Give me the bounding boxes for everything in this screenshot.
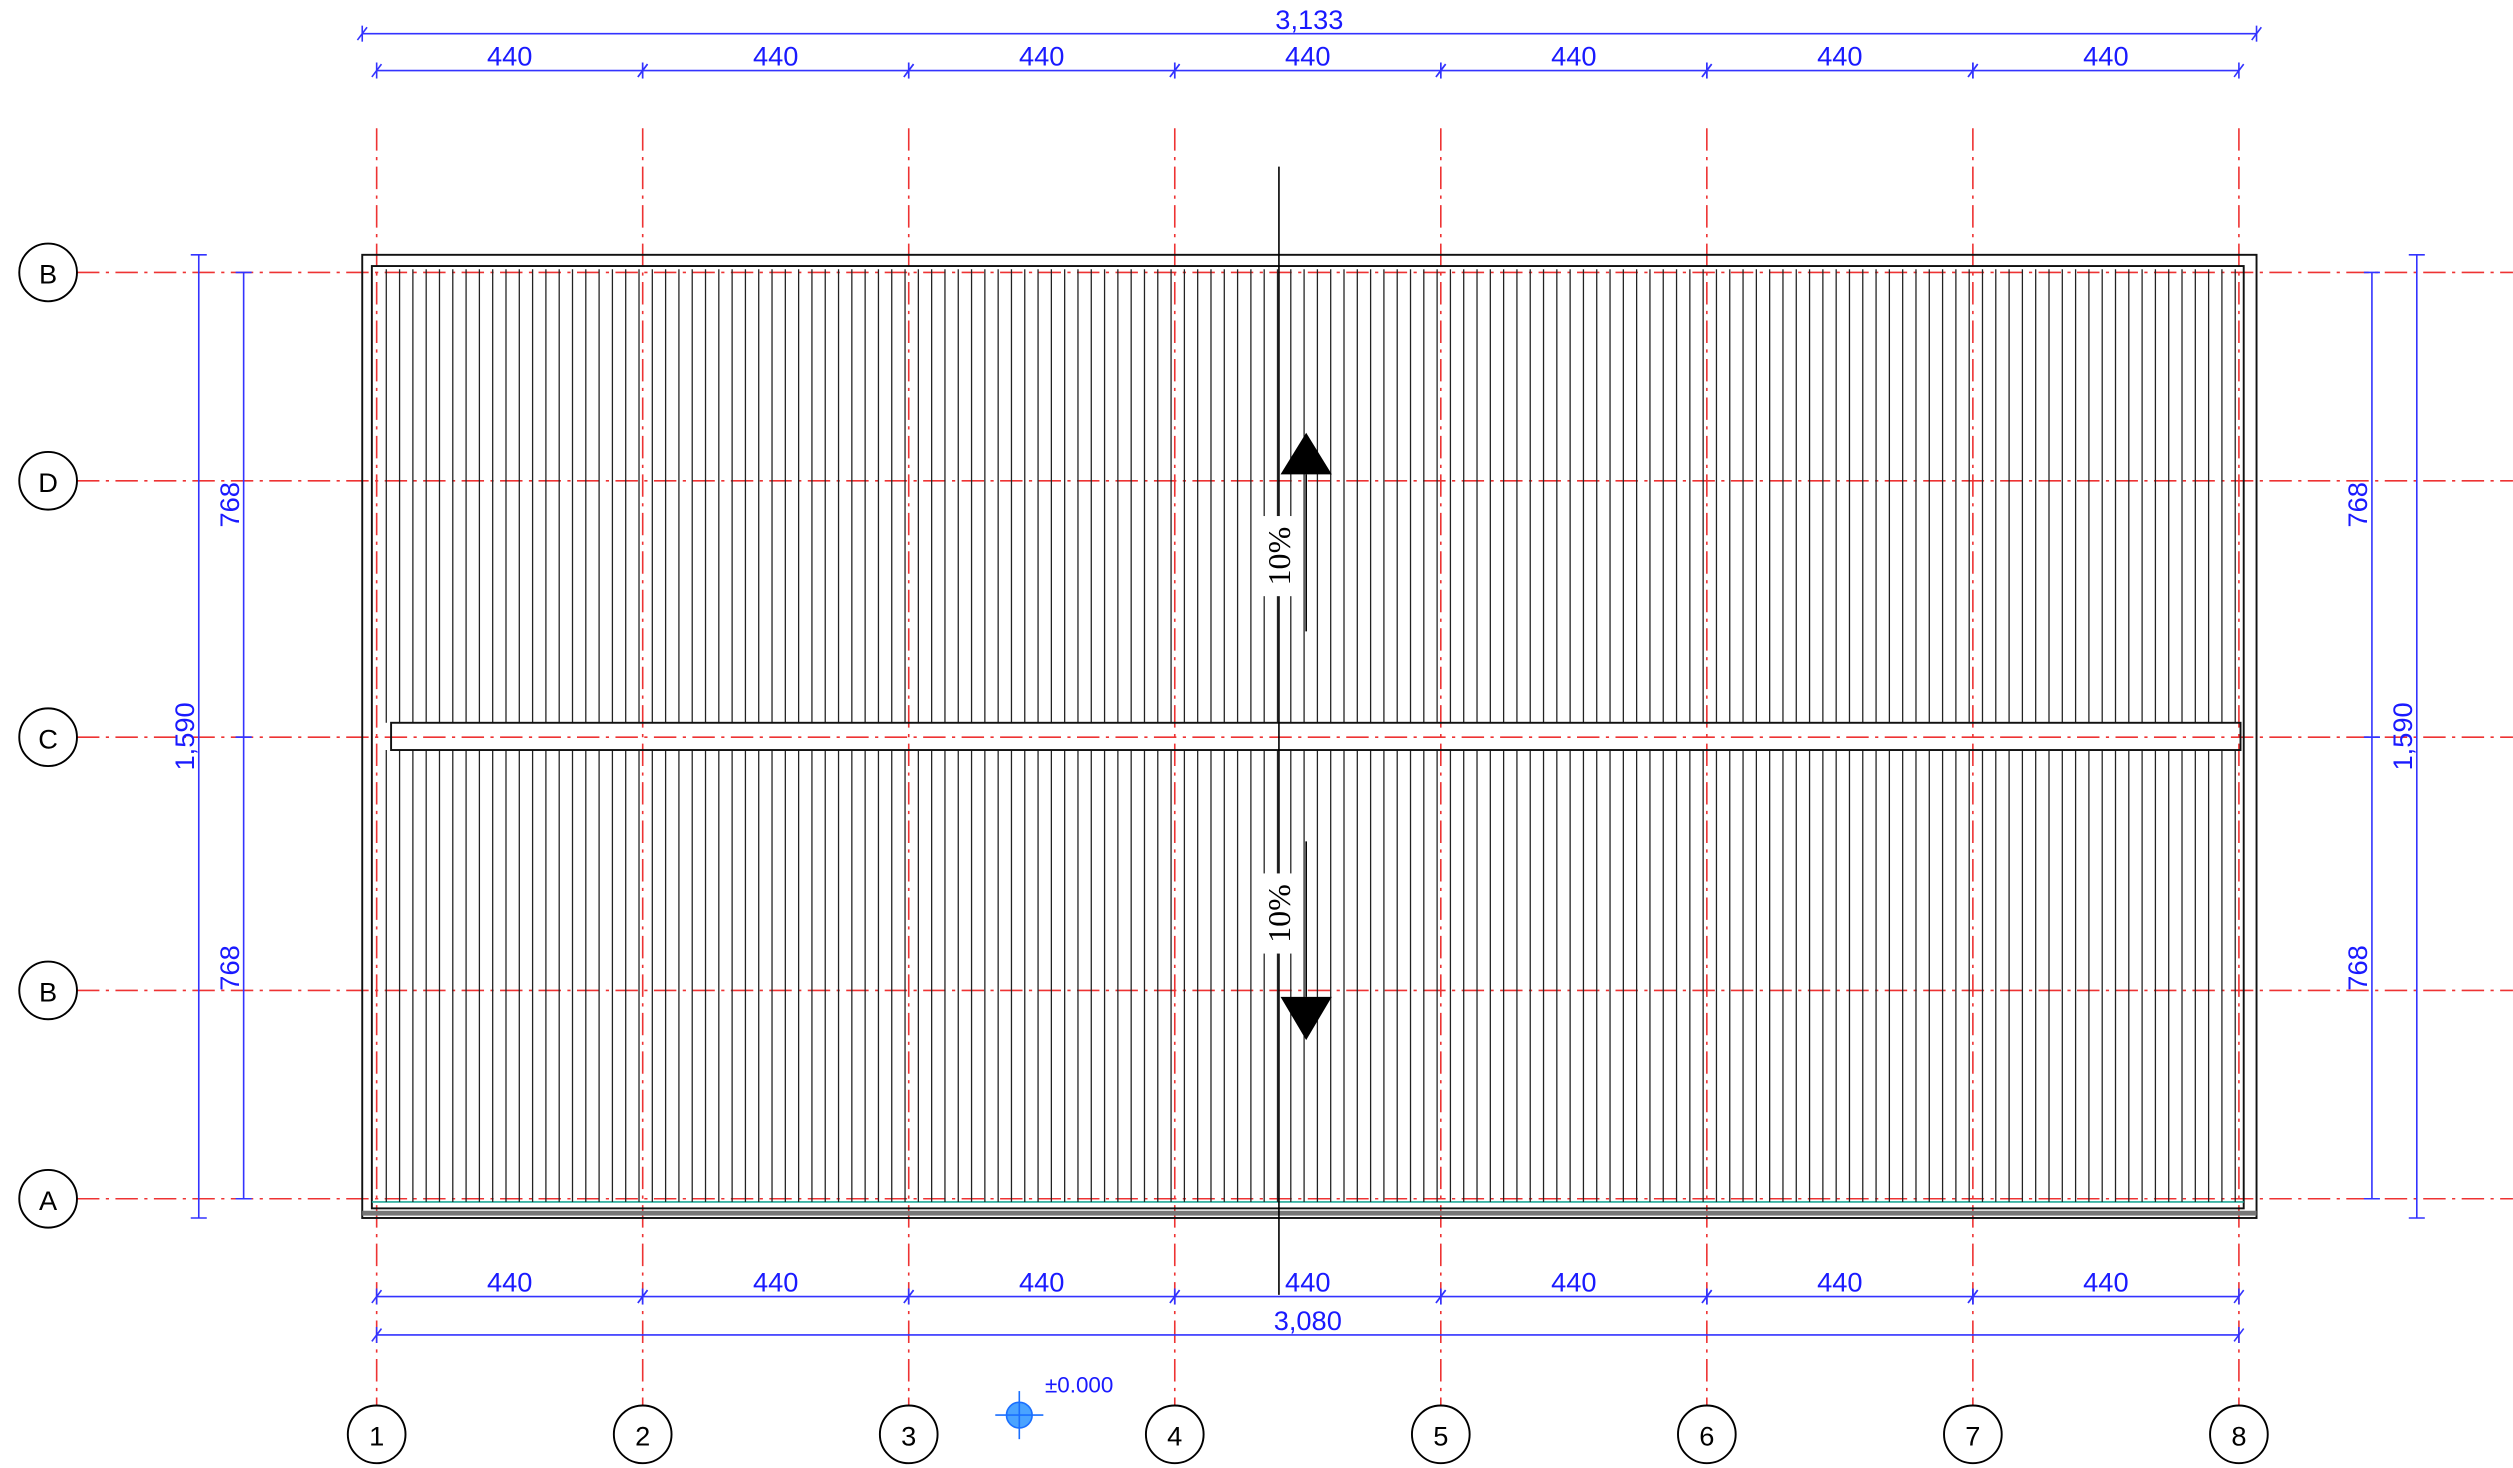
dim-tick <box>1435 63 1447 78</box>
dim-tick <box>356 26 368 41</box>
label-bg <box>1259 516 1295 597</box>
dim-label: 440 <box>753 1267 798 1298</box>
dim-label: 768 <box>2342 482 2373 527</box>
dim-tick <box>637 1289 649 1304</box>
dim-label: 440 <box>2083 41 2128 72</box>
dim-tick <box>1967 63 1979 78</box>
dim-label: 440 <box>1019 41 1064 72</box>
grid-label: A <box>39 1185 58 1216</box>
grid-label: C <box>38 723 58 754</box>
grid-lines <box>76 128 2513 1406</box>
dim-tick <box>637 63 649 78</box>
bubble <box>878 1404 939 1465</box>
grid-label: 1 <box>369 1420 384 1451</box>
dim-label: 768 <box>214 482 245 527</box>
dim-tick <box>1169 1289 1181 1304</box>
roof <box>361 253 2258 1219</box>
dim-label: 440 <box>1817 41 1862 72</box>
dim-tick <box>903 63 915 78</box>
dim-label: 768 <box>214 945 245 990</box>
slope-label: 10% <box>1261 527 1297 586</box>
dim-label: 440 <box>487 1267 532 1298</box>
dim-tick <box>2233 63 2245 78</box>
label-bg <box>1259 873 1295 954</box>
grid-label: 4 <box>1167 1420 1182 1451</box>
dim-tick <box>1435 1289 1447 1304</box>
slope-up: 10% <box>1259 432 1332 632</box>
dim-label: 440 <box>1285 1267 1330 1298</box>
grid-bubbles: 1 2 3 4 5 6 7 8 B D C B A <box>18 242 2269 1465</box>
bubble <box>1410 1404 1471 1465</box>
ridge <box>390 721 2242 751</box>
arrow-head <box>1280 996 1332 1041</box>
dim-label: 440 <box>753 41 798 72</box>
dim-tick <box>2251 26 2262 41</box>
dim-label: 1,590 <box>169 702 200 770</box>
dim-tick <box>903 1289 915 1304</box>
slope-label: 10% <box>1261 884 1297 943</box>
slope-down: 10% <box>1259 841 1332 1041</box>
dimensions: 3,133 440 440 440 440 440 440 440 440 440 440 440 44… <box>169 4 2425 1343</box>
dim-label: 440 <box>1551 41 1596 72</box>
grid-label: 2 <box>635 1420 650 1451</box>
bubble <box>346 1404 407 1465</box>
dim-label: 3,133 <box>1275 4 1343 35</box>
elevation-label: ±0.000 <box>1045 1373 1113 1398</box>
grid-label: 3 <box>901 1420 916 1451</box>
bubble <box>18 707 78 768</box>
bubble <box>18 960 78 1021</box>
dim-label: 440 <box>1285 41 1330 72</box>
arrow-head <box>1280 432 1332 475</box>
dim-label: 440 <box>487 41 532 72</box>
roof-outline <box>361 253 2258 1219</box>
dim-label: 440 <box>1551 1267 1596 1298</box>
bubble <box>1677 1404 1737 1465</box>
bubble <box>2209 1404 2269 1465</box>
bubble <box>1144 1404 1205 1465</box>
bubble <box>612 1404 673 1465</box>
grid-label: D <box>38 467 58 498</box>
grid-label: 8 <box>2231 1420 2246 1451</box>
grid-label: 6 <box>1699 1420 1714 1451</box>
dim-tick <box>2233 1328 2245 1342</box>
dim-tick <box>371 1289 383 1304</box>
dim-label: 3,080 <box>1274 1305 1342 1336</box>
dim-tick <box>371 1328 383 1342</box>
roof-inner <box>370 265 2245 1210</box>
elevation-marker: ±0.000 <box>995 1373 1113 1440</box>
dim-label: 768 <box>2342 945 2373 990</box>
dim-label: 440 <box>1817 1267 1862 1298</box>
dim-label: 1,590 <box>2387 702 2418 770</box>
grid-label: 5 <box>1433 1420 1448 1451</box>
dim-tick <box>1169 63 1181 78</box>
dim-tick <box>1701 1289 1713 1304</box>
dim-tick <box>371 63 383 78</box>
dim-tick <box>2233 1289 2245 1304</box>
grid-label: B <box>39 259 57 290</box>
dim-label: 440 <box>1019 1267 1064 1298</box>
dim-label: 440 <box>2083 1267 2128 1298</box>
bubble <box>1943 1404 2003 1465</box>
dim-tick <box>1701 63 1713 78</box>
bubble <box>18 1168 78 1229</box>
bubble <box>18 450 78 511</box>
grid-label: 7 <box>1965 1420 1980 1451</box>
bubble <box>18 242 78 303</box>
dim-tick <box>1967 1289 1979 1304</box>
grid-label: B <box>39 977 57 1008</box>
